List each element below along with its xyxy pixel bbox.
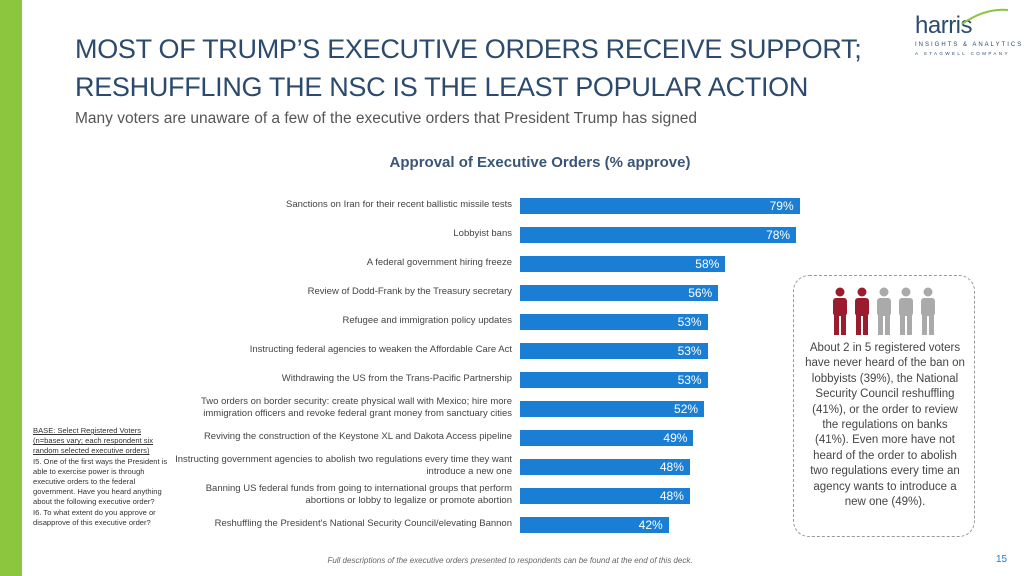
category-label: Instructing government agencies to aboli…: [175, 454, 512, 477]
category-label: Banning US federal funds from going to i…: [205, 483, 512, 506]
value-label: 42%: [638, 518, 663, 532]
value-label: 48%: [659, 460, 684, 474]
category-label: Instructing federal agencies to weaken t…: [249, 344, 512, 355]
callout-text: About 2 in 5 registered voters have neve…: [805, 342, 965, 509]
title-line: MOST OF TRUMP’S EXECUTIVE ORDERS RECEIVE…: [75, 34, 862, 64]
logo-swoosh: [961, 8, 1009, 25]
logo-tagline: INSIGHTS & ANALYTICS: [915, 42, 1024, 48]
bar: 56%: [520, 285, 719, 301]
value-label: 48%: [659, 489, 684, 503]
person-icon: [877, 287, 891, 335]
value-label: 53%: [677, 344, 702, 358]
subtitle: Many voters are unaware of a few of the …: [75, 110, 698, 127]
footnote: BASE: Select Registered Voters (n=bases …: [33, 426, 173, 528]
title: MOST OF TRUMP’S EXECUTIVE ORDERS RECEIVE…: [75, 30, 862, 106]
people-icons: [833, 287, 935, 335]
logo-company: A STAGWELL COMPANY: [915, 51, 1010, 56]
category-label: Review of Dodd-Frank by the Treasury sec…: [307, 286, 512, 297]
bar: 49%: [520, 430, 694, 446]
category-label: Reshuffling the President's National Sec…: [214, 518, 512, 529]
category-label: Lobbyist bans: [453, 228, 512, 239]
logo-name: harris: [915, 12, 973, 39]
bar: 53%: [520, 343, 708, 359]
bar: 79%: [520, 198, 800, 214]
bar: 53%: [520, 372, 708, 388]
value-label: 53%: [677, 315, 702, 329]
value-label: 56%: [688, 286, 713, 300]
bar: 42%: [520, 517, 669, 533]
category-label: Reviving the construction of the Keyston…: [203, 431, 512, 442]
page-number: 15: [996, 554, 1008, 565]
footnote-question: I6. To what extent do you approve or dis…: [33, 507, 156, 527]
bar: 53%: [520, 314, 708, 330]
person-icon: [921, 287, 935, 335]
footnote-question: I5. One of the first ways the President …: [33, 456, 168, 507]
chart-title: Approval of Executive Orders (% approve): [389, 154, 691, 171]
category-label: Sanctions on Iran for their recent balli…: [286, 199, 512, 210]
category-label: A federal government hiring freeze: [366, 257, 512, 268]
bar: 78%: [520, 227, 797, 243]
bar: 52%: [520, 401, 705, 417]
value-label: 52%: [674, 402, 699, 416]
person-icon: [833, 287, 847, 335]
value-label: 58%: [695, 257, 720, 271]
bar: 58%: [520, 256, 726, 272]
category-label: Refugee and immigration policy updates: [342, 315, 512, 326]
logo: harris INSIGHTS & ANALYTICS A STAGWELL C…: [915, 12, 1023, 56]
value-label: 53%: [677, 373, 702, 387]
person-icon: [855, 287, 869, 335]
category-label: Withdrawing the US from the Trans-Pacifi…: [281, 373, 512, 384]
callout-box: [793, 275, 975, 537]
value-label: 79%: [769, 199, 794, 213]
bar: 48%: [520, 459, 690, 475]
category-label: Two orders on border security: create ph…: [201, 396, 512, 419]
title-line: RESHUFFLING THE NSC IS THE LEAST POPULAR…: [75, 72, 809, 102]
person-icon: [899, 287, 913, 335]
value-label: 78%: [766, 228, 791, 242]
bar: 48%: [520, 488, 690, 504]
footer-note: Full descriptions of the executive order…: [327, 556, 693, 565]
footnote-base: BASE: Select Registered Voters (n=bases …: [33, 426, 154, 456]
accent-stripe: [0, 0, 22, 576]
value-label: 49%: [663, 431, 688, 445]
